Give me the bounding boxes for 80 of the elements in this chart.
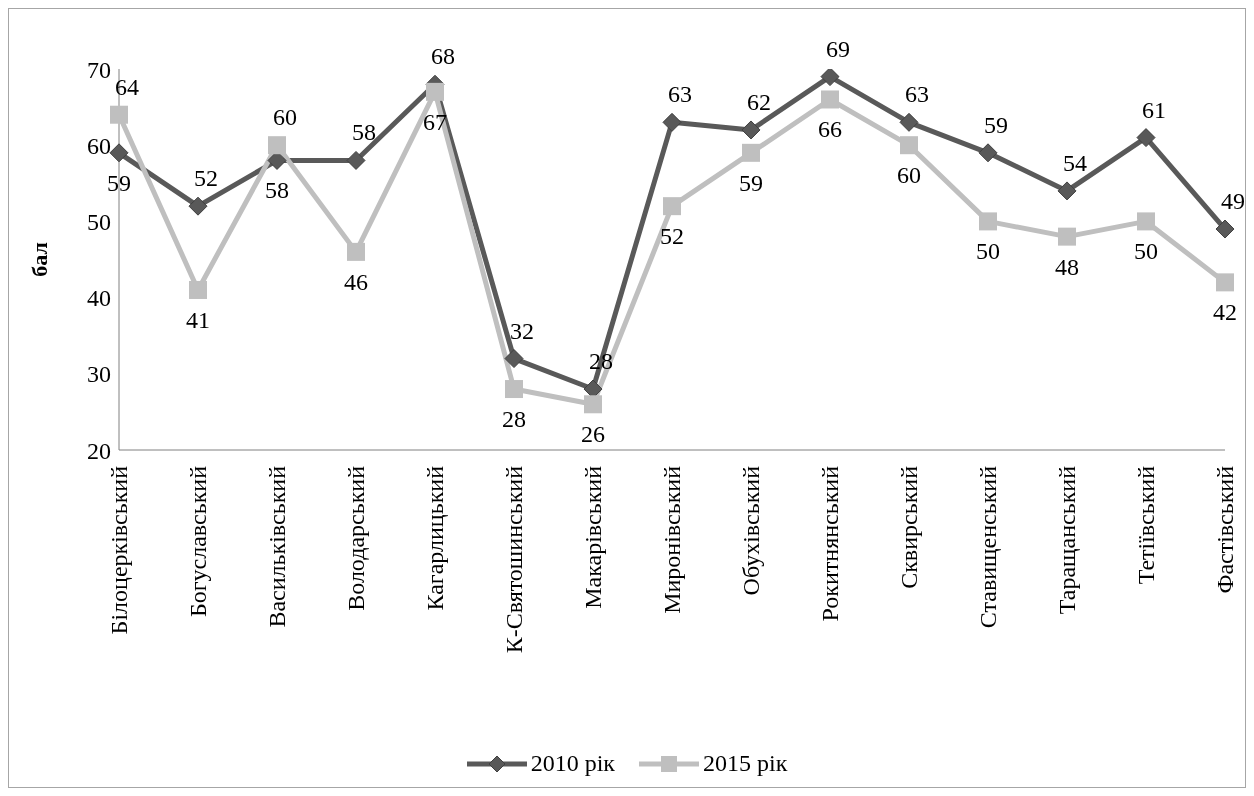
x-tick-label: Обухівський (738, 465, 764, 596)
data-label: 66 (818, 116, 842, 143)
point (662, 112, 682, 132)
point (346, 150, 366, 170)
x-tick-label: Володарський (343, 465, 369, 611)
x-tick-label: Ставищенський (975, 465, 1001, 629)
point (110, 105, 128, 124)
point (742, 143, 760, 162)
point (821, 90, 839, 109)
legend-label: 2010 рік (529, 750, 615, 777)
point (979, 212, 997, 231)
data-label: 63 (668, 81, 692, 108)
x-tick-label: Богуславський (185, 465, 211, 618)
data-label: 28 (502, 406, 526, 433)
point (899, 112, 919, 132)
data-label: 54 (1063, 149, 1087, 176)
point (900, 136, 918, 155)
y-axis-title: бал (26, 242, 52, 277)
y-tick-label: 70 (87, 56, 111, 83)
point (663, 197, 681, 216)
point (1136, 128, 1156, 148)
x-tick-label: К-Святошинський (501, 465, 527, 654)
x-tick-label: Фастівський (1212, 465, 1238, 594)
x-tick-label: Тетіївський (1133, 465, 1159, 585)
point (1057, 181, 1077, 201)
data-label: 59 (984, 111, 1008, 138)
y-tick-label: 50 (87, 208, 111, 235)
point (268, 136, 286, 155)
x-tick-label: Васильківський (264, 465, 290, 628)
data-label: 49 (1221, 188, 1245, 215)
data-label: 58 (265, 177, 289, 204)
x-tick-label: Рокитнянський (817, 465, 843, 622)
x-tick-label: Кагарлицький (422, 465, 448, 611)
x-tick-label: Макарівський (580, 465, 606, 609)
point (1216, 273, 1234, 292)
data-label: 68 (431, 43, 455, 70)
point (505, 380, 523, 399)
y-tick-label: 30 (87, 361, 111, 388)
legend-label: 2015 рік (702, 750, 788, 777)
data-label: 60 (897, 162, 921, 189)
data-label: 32 (510, 317, 534, 344)
point (1137, 212, 1155, 231)
data-label: 67 (423, 108, 447, 135)
data-label: 48 (1055, 253, 1079, 280)
data-label: 62 (747, 88, 771, 115)
data-label: 59 (107, 169, 131, 196)
data-label: 63 (905, 81, 929, 108)
x-tick-label: Миронівський (659, 465, 685, 614)
x-tick-label: Білоцерківський (106, 465, 132, 635)
y-tick-label: 40 (87, 285, 111, 312)
data-label: 52 (660, 223, 684, 250)
point (347, 242, 365, 261)
data-label: 42 (1213, 299, 1237, 326)
point (741, 120, 761, 140)
data-label: 69 (826, 35, 850, 62)
data-label: 61 (1142, 96, 1166, 123)
point (978, 143, 998, 163)
data-label: 46 (344, 268, 368, 295)
data-label: 26 (581, 421, 605, 448)
point (426, 82, 444, 101)
data-label: 58 (352, 119, 376, 146)
data-label: 64 (115, 73, 139, 100)
point (1058, 227, 1076, 246)
point (584, 395, 602, 414)
data-label: 60 (273, 104, 297, 131)
y-tick-label: 60 (87, 132, 111, 159)
point (504, 349, 524, 369)
data-label: 41 (186, 306, 210, 333)
point (188, 196, 208, 216)
y-tick-label: 20 (87, 437, 111, 464)
point (820, 69, 840, 87)
x-tick-label: Сквирський (896, 465, 922, 589)
data-label: 52 (194, 165, 218, 192)
point (189, 280, 207, 299)
point (1215, 219, 1235, 239)
point (109, 143, 129, 163)
x-tick-label: Таращанський (1054, 465, 1080, 615)
data-label: 50 (1134, 238, 1158, 265)
data-label: 50 (976, 238, 1000, 265)
data-label: 59 (739, 169, 763, 196)
